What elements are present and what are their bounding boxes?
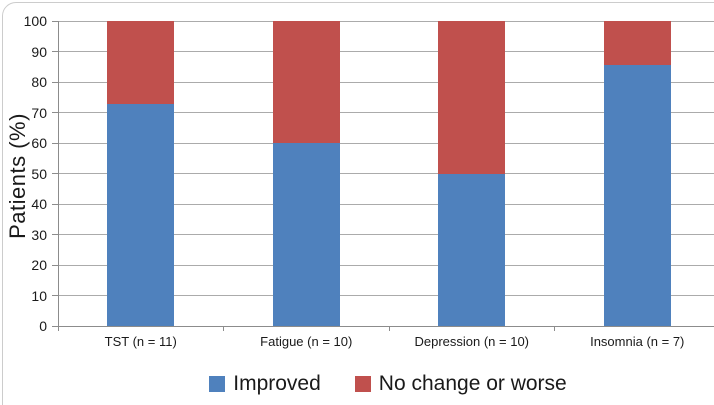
y-tick-label: 0 [39, 318, 47, 334]
x-axis-tick [57, 326, 59, 331]
y-tick-label: 80 [31, 74, 47, 90]
y-axis-tick-50 [52, 173, 58, 174]
legend-item-no-change-or-worse: No change or worse [354, 372, 567, 396]
legend-swatch-no-change-or-worse [354, 376, 371, 392]
legend-label: Improved [233, 372, 321, 395]
y-tick-label: 90 [31, 43, 47, 60]
y-axis-tick-20 [52, 264, 58, 266]
category-label: TST (n = 11) [104, 334, 177, 349]
gridline-20 [58, 264, 714, 266]
y-tick-label: 60 [31, 135, 47, 151]
gridline-60 [58, 142, 714, 144]
y-tick-label: 70 [31, 104, 47, 121]
bar-segment-no-change-or-worse [107, 21, 175, 105]
y-tick-label: 50 [31, 165, 47, 182]
bar-segment-improved [438, 173, 506, 326]
gridline-40 [58, 203, 714, 205]
legend-label: No change or worse [378, 372, 567, 395]
y-axis-tick-90 [52, 51, 58, 52]
x-axis-tick [554, 326, 555, 331]
y-tick-label: 20 [31, 257, 47, 273]
y-axis-tick-60 [52, 142, 58, 144]
y-axis-tick-10 [52, 295, 58, 296]
gridline-90 [58, 51, 714, 52]
y-tick-label: 100 [23, 13, 47, 29]
legend-item-improved: Improved [209, 372, 321, 396]
x-axis-tick [223, 326, 224, 331]
gridline-70 [58, 112, 714, 113]
y-tick-label: 10 [31, 287, 47, 304]
bar-segment-improved [107, 104, 175, 326]
gridline-80 [58, 81, 714, 83]
y-axis-tick-100 [52, 20, 58, 22]
legend: Improved No change or worse [58, 369, 714, 399]
y-axis-tick-40 [52, 203, 58, 205]
y-axis-tick-30 [52, 234, 58, 235]
y-tick-label: 30 [31, 226, 47, 243]
x-axis-line [58, 325, 714, 327]
gridline-50 [58, 173, 714, 174]
category-label: Insomnia (n = 7) [590, 334, 685, 349]
bar-segment-improved [603, 64, 671, 326]
x-axis-tick [388, 326, 390, 331]
y-axis-line [57, 21, 59, 331]
y-axis-tick-80 [52, 81, 58, 83]
category-label: Fatigue (n = 10) [260, 334, 353, 349]
gridline-10 [58, 295, 714, 296]
bar-segment-no-change-or-worse [603, 21, 671, 65]
bar-segment-improved [272, 143, 340, 326]
gridline-100 [58, 20, 714, 22]
y-axis-tick-0 [52, 325, 58, 327]
bar-segment-no-change-or-worse [272, 21, 340, 143]
legend-swatch-improved [209, 376, 226, 392]
y-axis-tick-70 [52, 112, 58, 113]
gridline-30 [58, 234, 714, 235]
category-label: Depression (n = 10) [414, 334, 530, 349]
y-tick-label: 40 [31, 196, 47, 212]
bar-segment-no-change-or-worse [438, 21, 506, 174]
